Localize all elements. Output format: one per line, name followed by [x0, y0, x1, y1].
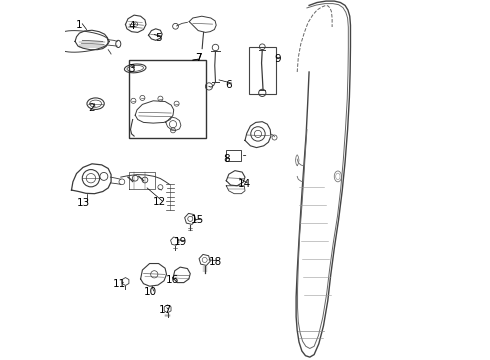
- Text: 7: 7: [195, 53, 201, 63]
- Text: 13: 13: [77, 198, 90, 208]
- Text: 1: 1: [76, 20, 83, 30]
- Text: 18: 18: [209, 257, 222, 267]
- Text: 14: 14: [238, 179, 251, 189]
- Text: 16: 16: [166, 275, 179, 285]
- Text: 10: 10: [144, 287, 157, 297]
- Text: 9: 9: [274, 54, 281, 64]
- Text: 7: 7: [195, 53, 201, 63]
- Text: 8: 8: [223, 154, 230, 164]
- Text: 6: 6: [225, 80, 232, 90]
- Text: 2: 2: [89, 103, 96, 113]
- Text: 17: 17: [158, 305, 172, 315]
- Text: 3: 3: [128, 64, 135, 74]
- Text: 11: 11: [113, 279, 126, 289]
- Text: 5: 5: [155, 33, 162, 43]
- Text: 15: 15: [191, 215, 204, 225]
- Text: 19: 19: [174, 237, 188, 247]
- Text: 4: 4: [128, 21, 135, 31]
- Text: 12: 12: [153, 197, 166, 207]
